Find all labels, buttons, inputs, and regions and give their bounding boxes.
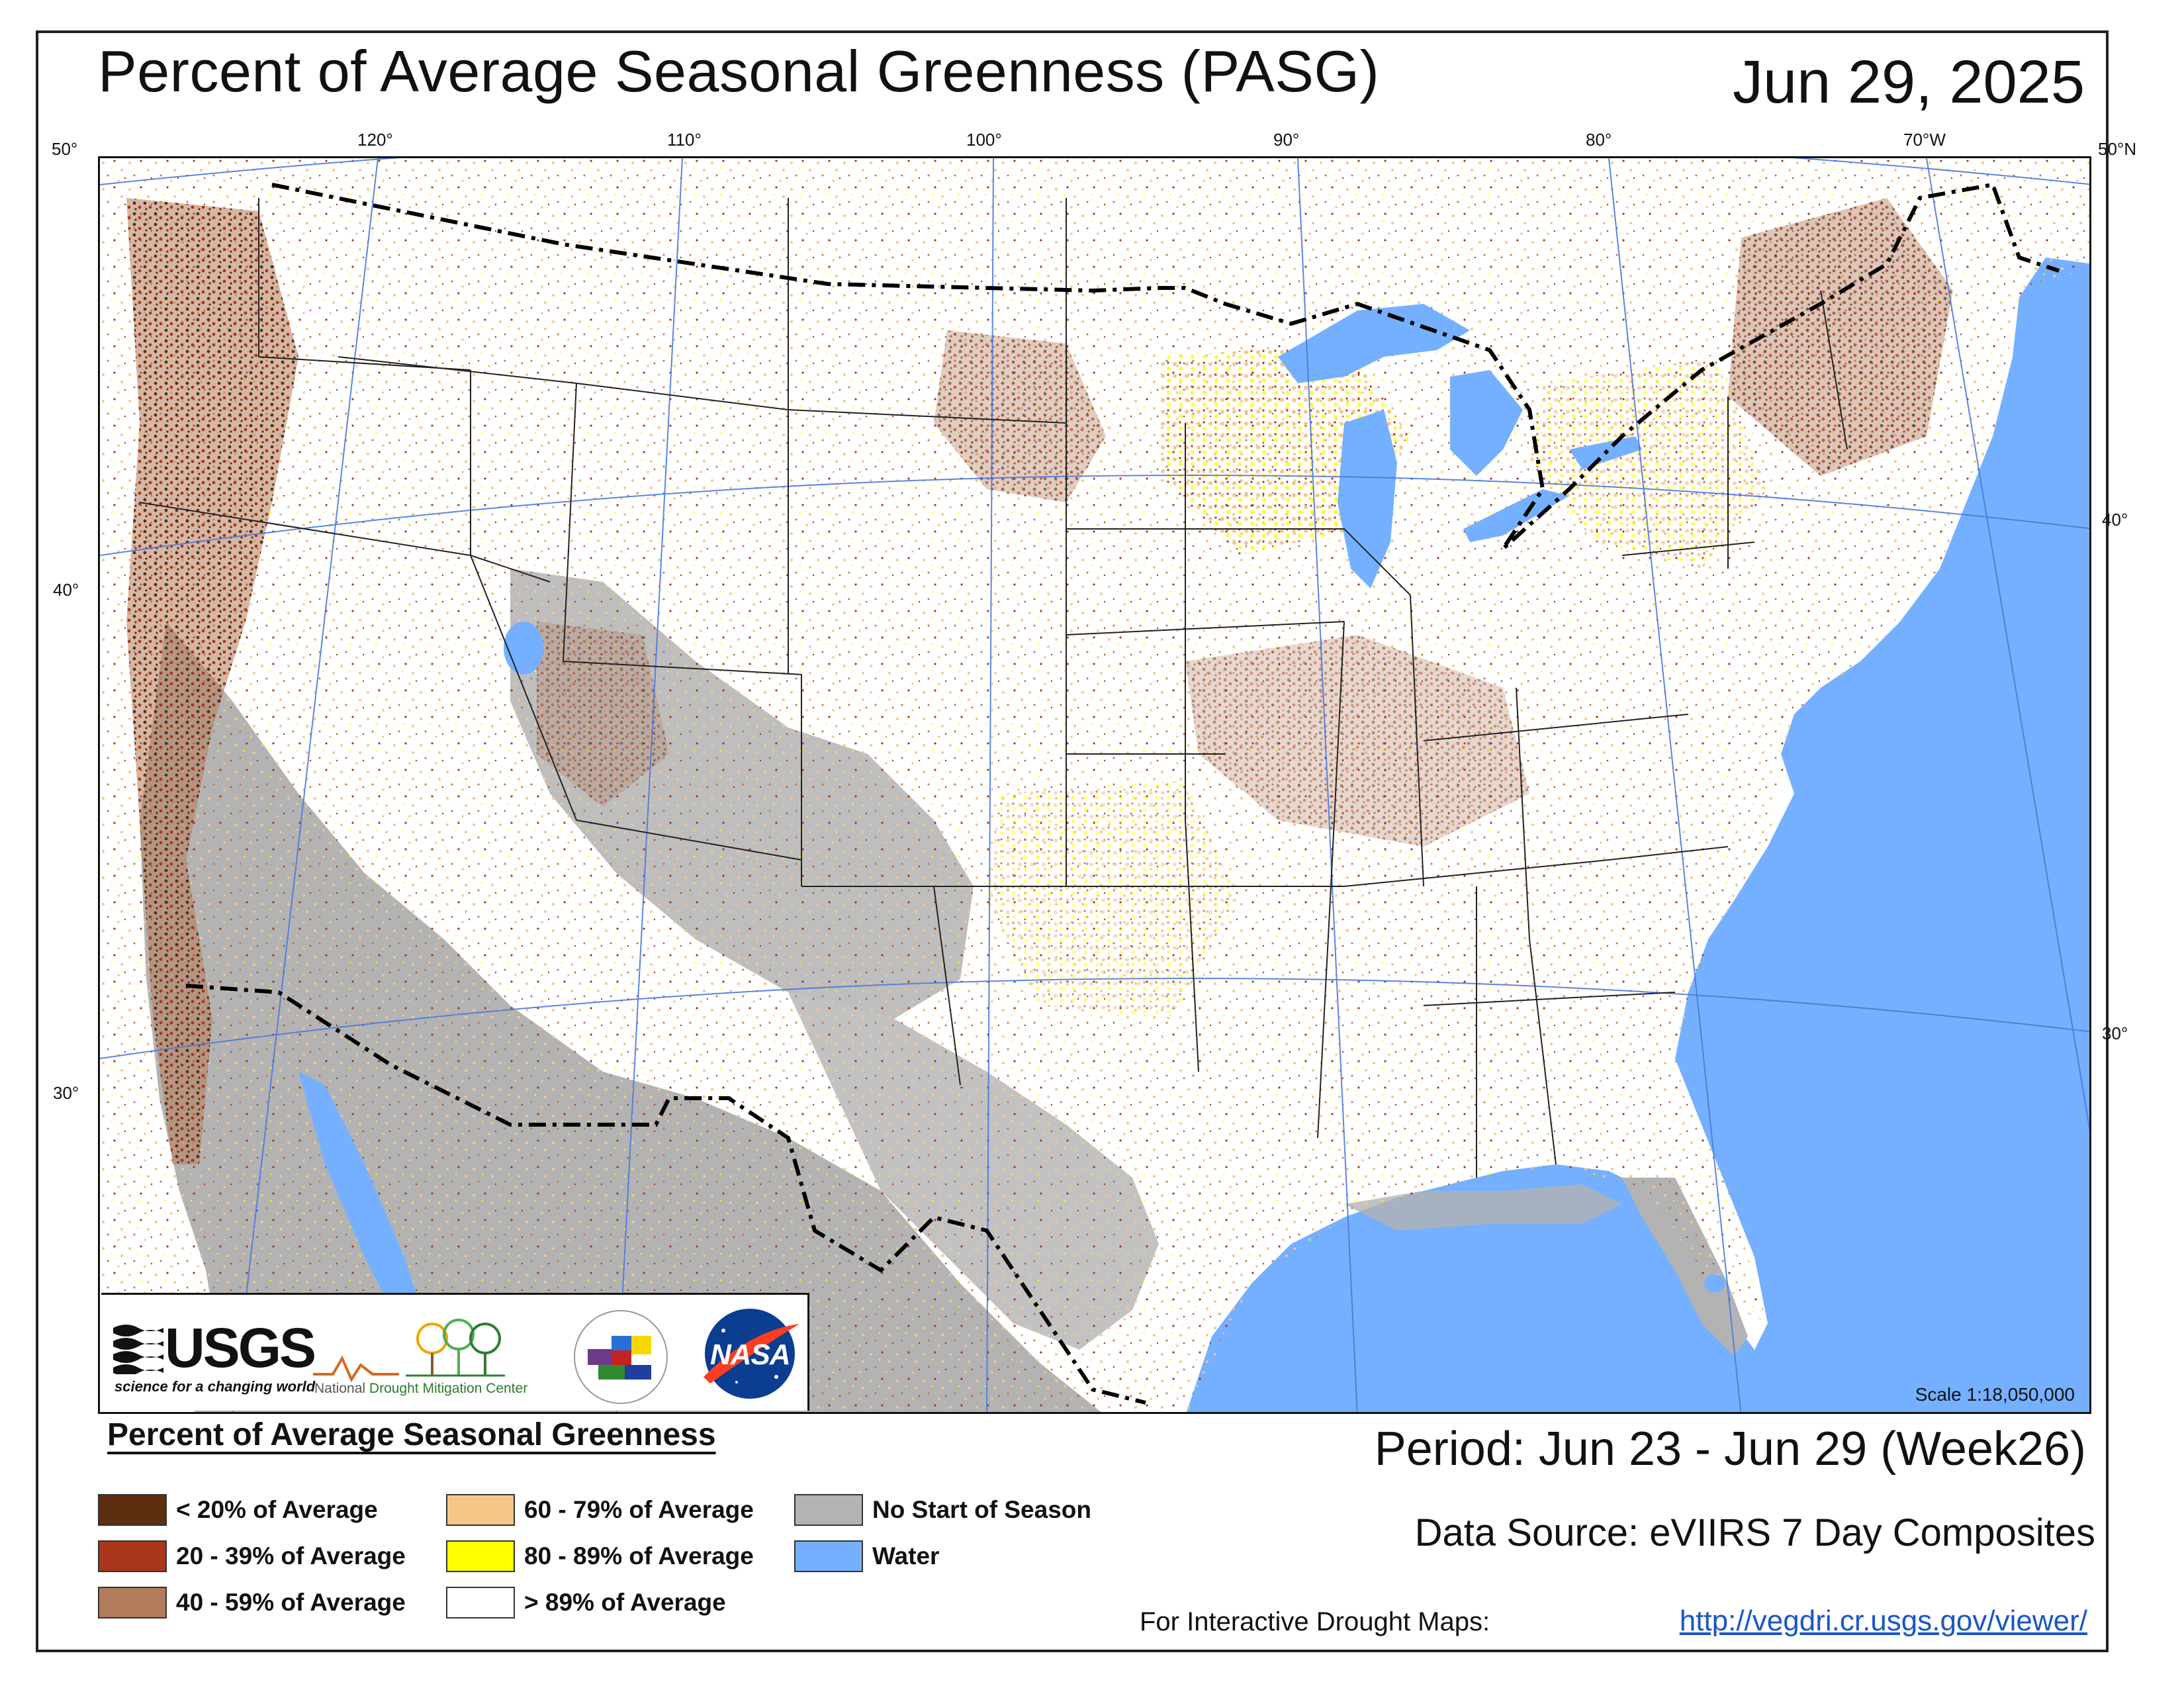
legend-swatch bbox=[98, 1494, 167, 1526]
state-boundaries bbox=[139, 198, 1848, 1178]
tick-lon-70: 70°W bbox=[1903, 130, 1946, 150]
legend-label: 60 - 79% of Average bbox=[524, 1496, 754, 1523]
brown-ohio-valley bbox=[1185, 635, 1529, 847]
international-border bbox=[185, 182, 2060, 1405]
map-date: Jun 29, 2025 bbox=[1732, 48, 2085, 116]
legend-item-80-89: 80 - 89% of Average bbox=[446, 1540, 754, 1573]
tick-lat-50-left: 50° bbox=[52, 139, 78, 159]
lake-michigan bbox=[1338, 410, 1397, 588]
map-title: Percent of Average Seasonal Greenness (P… bbox=[98, 38, 1380, 104]
tick-lon-100: 100° bbox=[966, 130, 1002, 150]
legend-item-water: Water bbox=[794, 1540, 939, 1573]
lake-erie bbox=[1463, 489, 1569, 542]
tick-lat-30-left: 30° bbox=[53, 1083, 79, 1103]
nasa-wordmark: NASA bbox=[710, 1338, 791, 1371]
pasg-map bbox=[100, 158, 2089, 1412]
legend-item-60-79: 60 - 79% of Average bbox=[446, 1493, 754, 1526]
legend-swatch bbox=[446, 1540, 515, 1572]
map-panel: USGS science for a changing world Nation… bbox=[98, 156, 2091, 1414]
brown-pacific-nw bbox=[126, 198, 298, 1164]
region-no-start-gulf bbox=[1344, 1184, 1622, 1231]
lake-huron bbox=[1450, 370, 1523, 476]
hprcc-logo bbox=[574, 1310, 668, 1404]
legend-item-40-59: 40 - 59% of Average bbox=[98, 1586, 406, 1619]
brown-colorado bbox=[537, 622, 669, 807]
tick-lat-40-right: 40° bbox=[2102, 510, 2128, 530]
period-text: Period: Jun 23 - Jun 29 (Week26) bbox=[1374, 1423, 2086, 1476]
brown-new-england bbox=[1728, 198, 1953, 476]
legend-swatch bbox=[98, 1587, 167, 1618]
legend-item-gt89: > 89% of Average bbox=[446, 1586, 726, 1619]
great-salt-lake bbox=[504, 622, 543, 675]
interactive-maps-label: For Interactive Drought Maps: bbox=[1140, 1607, 1490, 1636]
legend-item-no-start: No Start of Season bbox=[794, 1493, 1091, 1526]
tick-lat-40-left: 40° bbox=[53, 580, 79, 600]
legend-item-lt20: < 20% of Average bbox=[98, 1493, 378, 1526]
legend-label: No Start of Season bbox=[872, 1496, 1091, 1523]
legend-label: Water bbox=[872, 1542, 940, 1570]
tick-lon-80: 80° bbox=[1586, 130, 1612, 150]
legend-title: Percent of Average Seasonal Greenness bbox=[107, 1417, 716, 1452]
tick-lon-110: 110° bbox=[667, 130, 702, 150]
legend-label: 80 - 89% of Average bbox=[524, 1542, 754, 1570]
tick-lon-90: 90° bbox=[1273, 130, 1300, 150]
nasa-logo bbox=[704, 1309, 799, 1399]
lake-okeechobee bbox=[1704, 1274, 1725, 1293]
legend-swatch bbox=[794, 1494, 863, 1526]
legend-label: 20 - 39% of Average bbox=[176, 1542, 406, 1570]
tick-lon-120: 120° bbox=[357, 130, 393, 150]
ndmc-name: Drought Mitigation Center bbox=[369, 1381, 528, 1396]
legend-swatch bbox=[98, 1540, 167, 1572]
map-scale: Scale 1:18,050,000 bbox=[1915, 1384, 2075, 1405]
ndmc-prefix: National bbox=[314, 1381, 366, 1396]
legend-label: 40 - 59% of Average bbox=[176, 1589, 406, 1616]
usgs-logo: USGS bbox=[165, 1317, 316, 1379]
tick-lat-30-right: 30° bbox=[2102, 1023, 2128, 1043]
data-source-text: Data Source: eVIIRS 7 Day Composites bbox=[1414, 1511, 2095, 1554]
partner-logos: USGS science for a changing world Nation… bbox=[101, 1293, 809, 1411]
viewer-link[interactable]: http://vegdri.cr.usgs.gov/viewer/ bbox=[1679, 1605, 2087, 1637]
legend-swatch bbox=[446, 1494, 515, 1526]
gold-east bbox=[1529, 357, 1768, 569]
gulf-of-california bbox=[298, 1072, 431, 1336]
usgs-wave-icon bbox=[113, 1325, 163, 1374]
gold-plains bbox=[987, 780, 1238, 1019]
graticule bbox=[100, 158, 2089, 1412]
region-no-start-fl bbox=[1622, 1178, 1748, 1356]
lake-superior bbox=[1278, 304, 1470, 383]
tick-lat-50-right: 50°N bbox=[2098, 139, 2137, 159]
ndmc-logo-text: National Drought Mitigation Center bbox=[314, 1381, 527, 1397]
legend-swatch bbox=[794, 1540, 863, 1572]
usgs-tagline: science for a changing world bbox=[114, 1378, 316, 1395]
legend-label: < 20% of Average bbox=[176, 1496, 378, 1523]
ndmc-tree-icon bbox=[313, 1319, 505, 1382]
legend-swatch bbox=[446, 1587, 515, 1618]
brown-northern-plains bbox=[934, 330, 1106, 502]
legend-label: > 89% of Average bbox=[524, 1589, 726, 1616]
legend-item-20-39: 20 - 39% of Average bbox=[98, 1540, 406, 1573]
